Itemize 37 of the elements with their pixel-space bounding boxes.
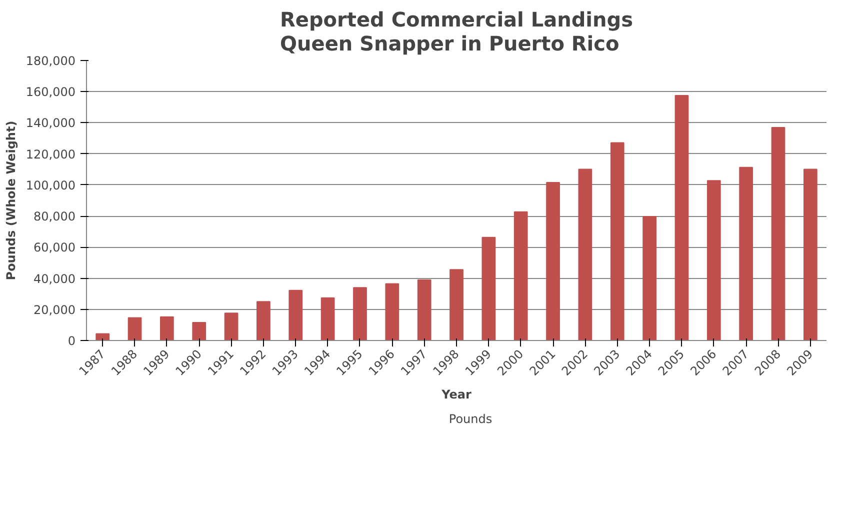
bar [320,297,335,340]
bar [96,333,110,340]
bar [578,168,592,340]
bar [450,269,464,340]
bar [771,127,786,340]
y-tick-label: 140,000 [26,116,76,130]
y-tick-label: 120,000 [26,147,76,162]
bar [385,283,400,340]
x-axis-title: Year [440,387,472,402]
y-tick-label: 80,000 [34,210,76,224]
bar [192,322,206,340]
y-tick-label: 180,000 [26,54,76,68]
y-tick-label: 40,000 [34,272,76,286]
bar [288,290,303,340]
bar [610,142,624,340]
y-tick-label: 100,000 [26,178,76,192]
y-tick-label: 60,000 [34,240,76,255]
bar [546,182,560,340]
bar [482,236,496,340]
y-tick-label: 20,000 [34,302,76,317]
y-tick-label: 160,000 [26,85,76,100]
bar [706,180,721,340]
bar [642,216,656,340]
text: Pounds [448,412,492,426]
y-tick-label: 0 [68,334,76,348]
bar [353,287,367,340]
y-axis-title: Pounds (Whole Weight) [4,120,18,280]
bar [224,312,238,340]
bar [514,211,528,340]
bar [417,279,432,340]
bar [674,95,689,340]
bar [739,166,753,340]
bar [256,301,270,340]
chart-title: Reported Commercial Landings Queen Snapper in Puerto Rico [280,8,633,56]
bar [160,316,174,340]
bar [803,168,818,340]
bar [128,317,142,340]
